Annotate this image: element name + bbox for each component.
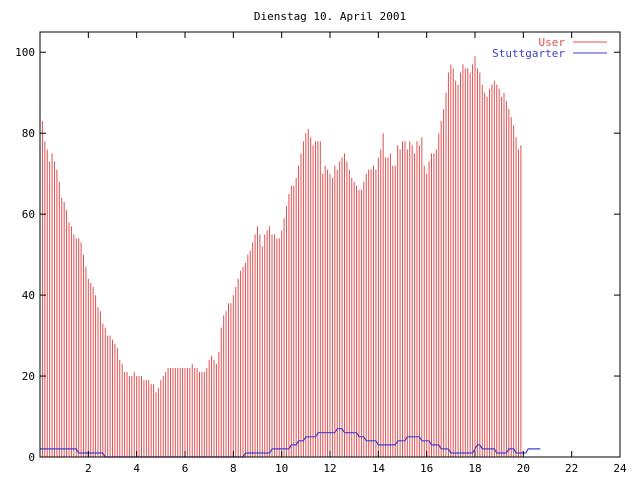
x-tick-label: 4 [133, 462, 140, 475]
y-tick-label: 60 [22, 208, 35, 221]
y-tick-label: 80 [22, 127, 35, 140]
legend: User Stuttgarter [492, 36, 607, 60]
x-tick-label: 10 [275, 462, 288, 475]
legend-label-user: User [539, 36, 566, 49]
x-tick-label: 16 [420, 462, 433, 475]
y-tick-label: 100 [15, 46, 35, 59]
x-tick-label: 2 [85, 462, 92, 475]
y-axis: 0 20 40 60 80 100 [15, 46, 620, 464]
x-tick-label: 20 [517, 462, 530, 475]
y-tick-label: 20 [22, 370, 35, 383]
x-tick-label: 22 [565, 462, 578, 475]
x-tick-label: 12 [323, 462, 336, 475]
x-tick-label: 14 [372, 462, 386, 475]
y-tick-label: 0 [28, 451, 35, 464]
x-tick-label: 6 [182, 462, 189, 475]
x-axis: 2 4 6 8 10 12 14 16 18 20 22 24 [85, 32, 627, 475]
y-tick-label: 40 [22, 289, 35, 302]
x-tick-label: 18 [468, 462, 481, 475]
chart-title: Dienstag 10. April 2001 [254, 10, 406, 23]
x-tick-label: 8 [230, 462, 237, 475]
x-tick-label: 24 [613, 462, 627, 475]
user-bars [39, 56, 522, 457]
legend-label-stuttgarter: Stuttgarter [492, 47, 565, 60]
